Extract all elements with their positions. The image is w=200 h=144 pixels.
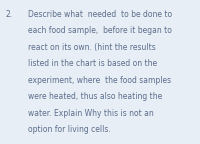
Text: each food sample,  before it began to: each food sample, before it began to	[28, 26, 172, 36]
Text: were heated, thus also heating the: were heated, thus also heating the	[28, 92, 162, 101]
Text: option for living cells.: option for living cells.	[28, 125, 111, 134]
Text: experiment, where  the food samples: experiment, where the food samples	[28, 76, 171, 85]
Text: 2.: 2.	[6, 10, 13, 19]
Text: Describe what  needed  to be done to: Describe what needed to be done to	[28, 10, 172, 19]
Text: water. Explain Why this is not an: water. Explain Why this is not an	[28, 109, 154, 118]
Text: listed in the chart is based on the: listed in the chart is based on the	[28, 59, 157, 68]
Text: react on its own. (hint the results: react on its own. (hint the results	[28, 43, 156, 52]
